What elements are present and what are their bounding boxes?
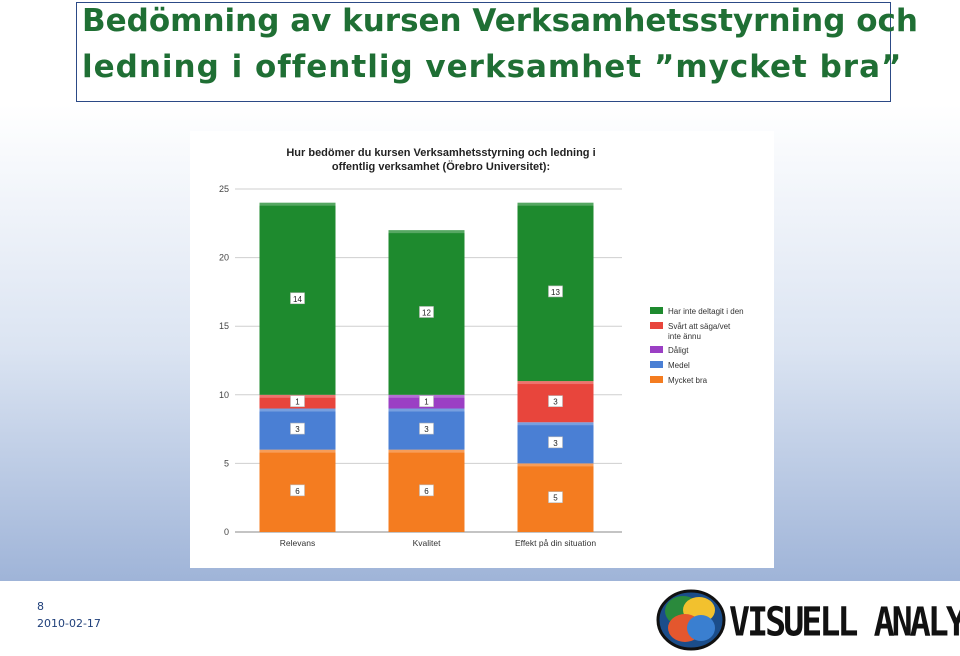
- data-label-box: [290, 395, 305, 407]
- x-tick-label: Kvalitet: [413, 538, 442, 548]
- legend-swatch: [650, 346, 663, 353]
- data-label: 13: [551, 288, 560, 297]
- data-label-box: [419, 484, 434, 497]
- bar-segment-highlight: [388, 449, 465, 453]
- legend-label: Svårt att säga/vet: [668, 322, 731, 331]
- bar-segment-highlight: [259, 408, 336, 412]
- logo-text: VISUELL ANALYS: [729, 600, 960, 646]
- legend-swatch: [650, 307, 663, 314]
- y-tick-label: 5: [224, 458, 229, 468]
- data-label: 14: [293, 295, 302, 304]
- bar-segment-highlight: [517, 422, 594, 426]
- data-label-box: [419, 422, 434, 435]
- slide-title-line1: Bedömning av kursen Verksamhetsstyrning …: [82, 3, 918, 39]
- stacked-bar-chart: Hur bedömer du kursen Verksamhetsstyrnin…: [219, 147, 744, 548]
- legend-label: inte ännu: [668, 332, 701, 341]
- data-label: 3: [553, 439, 558, 448]
- data-label-box: [548, 395, 563, 407]
- y-tick-label: 15: [219, 321, 229, 331]
- page-number: 8: [37, 600, 44, 613]
- y-tick-label: 20: [219, 253, 229, 263]
- data-label-box: [548, 285, 563, 298]
- legend-label: Dåligt: [668, 346, 689, 355]
- legend-swatch: [650, 376, 663, 383]
- logo-mark-icon: [656, 589, 726, 651]
- y-tick-label: 0: [224, 527, 229, 537]
- data-label: 6: [424, 487, 429, 496]
- legend-swatch: [650, 361, 663, 368]
- slide-date: 2010-02-17: [37, 617, 101, 630]
- bar-segment-highlight: [388, 230, 465, 234]
- data-label: 12: [422, 308, 431, 317]
- data-label-box: [419, 306, 434, 318]
- data-label-box: [290, 422, 305, 435]
- data-label: 3: [553, 398, 558, 407]
- y-tick-label: 10: [219, 390, 229, 400]
- x-tick-label: Effekt på din situation: [515, 538, 596, 548]
- chart-panel: Hur bedömer du kursen Verksamhetsstyrnin…: [190, 131, 774, 568]
- slide-title-line2: ledning i offentlig verksamhet ”mycket b…: [82, 49, 903, 85]
- bar-segment-highlight: [388, 408, 465, 412]
- legend-label: Medel: [668, 361, 690, 370]
- data-label: 3: [295, 425, 300, 434]
- bar-segment-highlight: [517, 463, 594, 467]
- data-label-box: [290, 484, 305, 497]
- legend-label: Mycket bra: [668, 376, 708, 385]
- visuell-analys-logo: VISUELL ANALYS: [655, 588, 960, 652]
- data-label: 6: [295, 487, 300, 496]
- data-label: 5: [553, 494, 558, 503]
- data-label-box: [419, 395, 434, 407]
- data-label-box: [548, 436, 563, 449]
- data-label-box: [290, 292, 305, 305]
- chart-title-line: Hur bedömer du kursen Verksamhetsstyrnin…: [286, 147, 595, 159]
- bar-segment-highlight: [517, 202, 594, 206]
- bar-segment-highlight: [259, 449, 336, 453]
- x-tick-label: Relevans: [280, 538, 315, 548]
- slide-title-box: Bedömning av kursen Verksamhetsstyrning …: [76, 2, 918, 102]
- legend-label: Har inte deltagit i den: [668, 307, 744, 316]
- bar-segment-highlight: [517, 381, 594, 385]
- bar-segment-highlight: [259, 202, 336, 206]
- data-label: 1: [295, 398, 300, 407]
- y-tick-label: 25: [219, 184, 229, 194]
- footer-band: [0, 581, 960, 653]
- data-label: 3: [424, 425, 429, 434]
- legend-swatch: [650, 322, 663, 329]
- data-label: 1: [424, 398, 429, 407]
- data-label-box: [548, 491, 563, 504]
- chart-title-line: offentlig verksamhet (Örebro Universitet…: [332, 160, 550, 173]
